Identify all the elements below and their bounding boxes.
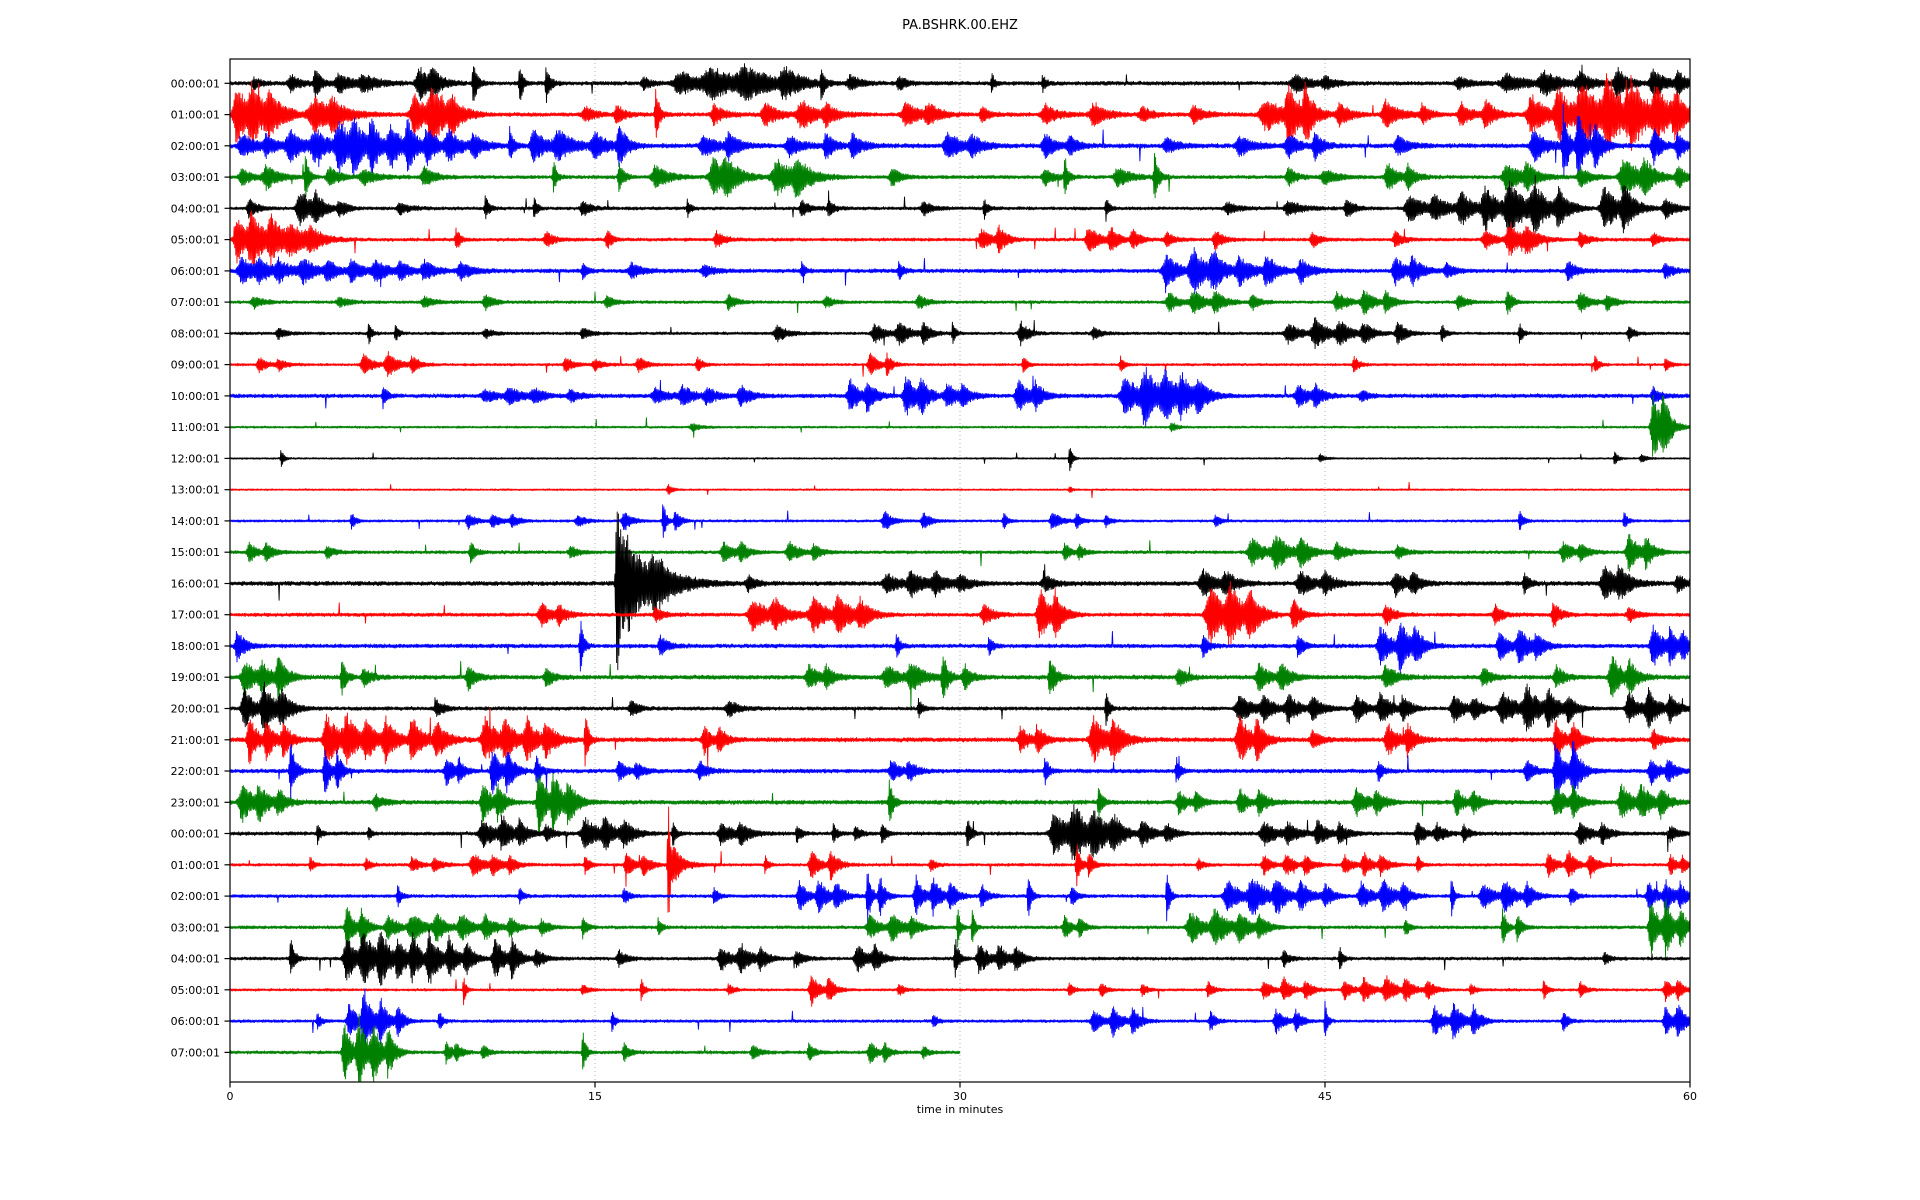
trace-row <box>230 975 1690 1007</box>
trace-row <box>230 707 1690 767</box>
trace-row <box>230 533 1690 572</box>
trace-row <box>230 63 1690 104</box>
trace-row <box>230 740 1690 803</box>
y-tick-label: 06:00:01 <box>171 265 220 278</box>
y-tick-label: 02:00:01 <box>171 140 220 153</box>
trace-row <box>230 351 1690 378</box>
trace-row <box>230 175 1690 236</box>
trace-row <box>230 394 1690 457</box>
trace-row <box>230 806 1690 913</box>
y-tick-label: 07:00:01 <box>171 1046 220 1059</box>
trace-row <box>230 581 1690 647</box>
trace-row <box>230 103 1690 179</box>
y-tick-label: 21:00:01 <box>171 734 220 747</box>
trace-row <box>230 620 1690 675</box>
plot-area-border <box>229 58 1691 1083</box>
y-tick-label: 23:00:01 <box>171 796 220 809</box>
x-tick-label: 60 <box>1683 1090 1697 1103</box>
trace-row <box>230 988 1690 1056</box>
y-tick-label: 00:00:01 <box>171 828 220 841</box>
y-tick-label: 15:00:01 <box>171 546 220 559</box>
trace-row <box>230 681 1690 733</box>
y-tick-label: 01:00:01 <box>171 859 220 872</box>
y-tick-label: 12:00:01 <box>171 452 220 465</box>
y-tick-label: 07:00:01 <box>171 296 220 309</box>
y-tick-label: 05:00:01 <box>171 984 220 997</box>
trace-row <box>230 511 1690 671</box>
trace-row <box>230 153 1690 199</box>
x-tick-label: 30 <box>953 1090 967 1103</box>
y-tick-label: 19:00:01 <box>171 671 220 684</box>
y-tick-label: 03:00:01 <box>171 171 220 184</box>
y-tick-label: 20:00:01 <box>171 703 220 716</box>
trace-row <box>230 929 1690 986</box>
y-tick-label: 22:00:01 <box>171 765 220 778</box>
y-tick-label: 11:00:01 <box>171 421 220 434</box>
trace-row <box>230 289 1690 315</box>
y-tick-label: 04:00:01 <box>171 953 220 966</box>
y-tick-label: 02:00:01 <box>171 890 220 903</box>
trace-row <box>230 898 1690 959</box>
y-tick-label: 09:00:01 <box>171 359 220 372</box>
trace-row <box>230 772 1690 835</box>
axes: 0 15 30 45 60 00:00:01 01:00:01 02:00:01 03:00:0… <box>171 77 1697 1103</box>
trace-row <box>230 247 1690 294</box>
y-tick-label: 18:00:01 <box>171 640 220 653</box>
trace-row <box>230 210 1690 266</box>
grid-lines <box>594 59 1326 1082</box>
y-tick-label: 08:00:01 <box>171 327 220 340</box>
plot-title: PA.BSHRK.00.EHZ <box>902 18 1018 33</box>
trace-row <box>230 873 1690 925</box>
trace-row <box>230 366 1690 427</box>
y-tick-label: 05:00:01 <box>171 234 220 247</box>
y-tick-label: 01:00:01 <box>171 109 220 122</box>
y-tick-label: 10:00:01 <box>171 390 220 403</box>
trace-group <box>230 63 1690 1082</box>
trace-row <box>230 481 1690 499</box>
y-tick-label: 00:00:01 <box>171 77 220 90</box>
y-tick-label: 17:00:01 <box>171 609 220 622</box>
x-tick-label: 45 <box>1318 1090 1332 1103</box>
trace-row <box>230 73 1690 153</box>
y-tick-label: 14:00:01 <box>171 515 220 528</box>
y-tick-label: 03:00:01 <box>171 921 220 934</box>
trace-row <box>230 504 1690 538</box>
x-tick-label: 15 <box>588 1090 602 1103</box>
trace-row <box>230 656 1690 711</box>
trace-row <box>230 804 1690 861</box>
x-axis-label: time in minutes <box>917 1103 1004 1116</box>
trace-row <box>230 1013 961 1082</box>
y-tick-label: 06:00:01 <box>171 1015 220 1028</box>
trace-row <box>230 448 1690 472</box>
y-tick-label: 13:00:01 <box>171 484 220 497</box>
trace-row <box>230 317 1690 350</box>
y-tick-label: 16:00:01 <box>171 578 220 591</box>
y-tick-label: 04:00:01 <box>171 202 220 215</box>
x-tick-label: 0 <box>227 1090 234 1103</box>
